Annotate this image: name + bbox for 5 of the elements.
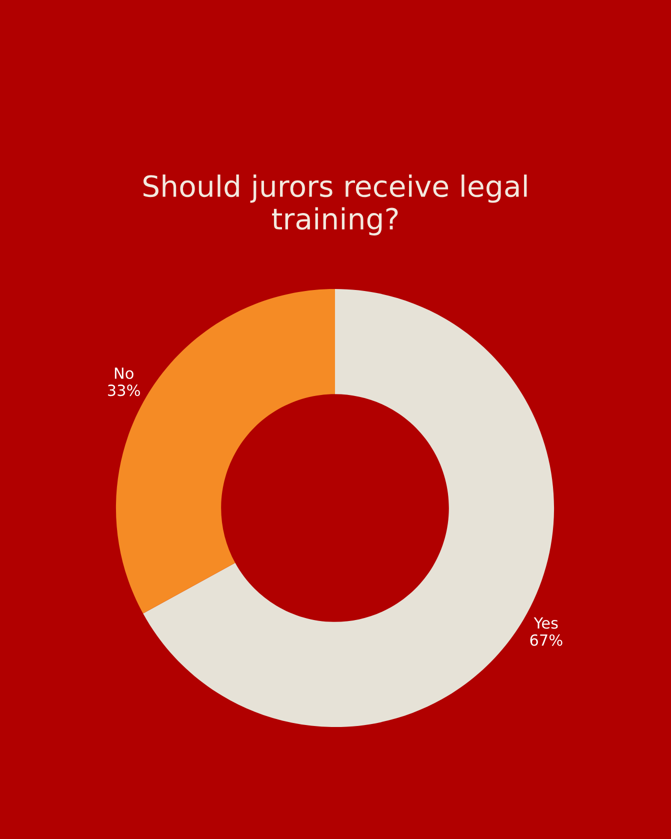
data-label: 33% [108, 384, 140, 396]
chart-title: Should jurors receive legal training? [144, 174, 527, 236]
slice-label: Yes [534, 617, 558, 629]
slice-label: No [114, 368, 134, 379]
data-label: 67% [530, 634, 562, 646]
